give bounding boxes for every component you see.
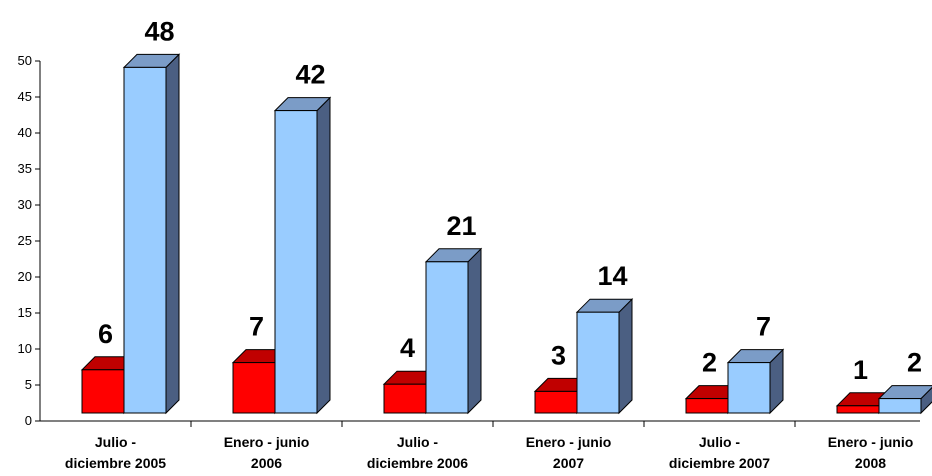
y-tick-label: 15 bbox=[18, 305, 32, 320]
x-category-label: Enero - junio bbox=[828, 434, 914, 450]
y-tick-label: 5 bbox=[25, 377, 32, 392]
bar bbox=[877, 385, 932, 415]
bar bbox=[122, 53, 181, 415]
bar-side bbox=[316, 96, 331, 415]
bar-front bbox=[576, 311, 620, 414]
bar-side bbox=[467, 247, 482, 415]
y-tick-label: 40 bbox=[18, 125, 32, 140]
bar-front bbox=[685, 398, 729, 414]
bar-front bbox=[727, 362, 771, 414]
x-category-label: 2008 bbox=[855, 455, 886, 471]
bar-front bbox=[836, 405, 880, 414]
x-category-label: Julio - bbox=[699, 434, 741, 450]
bar bbox=[424, 247, 483, 415]
bar-front bbox=[534, 390, 578, 414]
bar-front bbox=[383, 383, 427, 414]
data-label: 6 bbox=[98, 319, 113, 349]
bar bbox=[726, 348, 785, 415]
chart-axes: 0 5 10 15 20 25 30 35 40 45 50 bbox=[18, 53, 920, 428]
bar-front bbox=[232, 362, 276, 414]
x-category-label: diciembre 2007 bbox=[669, 455, 770, 471]
bar-side bbox=[165, 53, 180, 415]
bar bbox=[575, 297, 634, 415]
x-category-label: 2007 bbox=[553, 455, 584, 471]
data-label: 42 bbox=[295, 60, 325, 90]
y-tick-label: 45 bbox=[18, 89, 32, 104]
y-tick-label: 50 bbox=[18, 53, 32, 68]
x-category-label: Julio - bbox=[95, 434, 137, 450]
chart-bars bbox=[80, 53, 932, 415]
bar-front bbox=[81, 369, 125, 414]
data-label: 7 bbox=[756, 312, 771, 342]
x-category-label: Enero - junio bbox=[224, 434, 310, 450]
data-label: 14 bbox=[597, 261, 627, 291]
y-tick-label: 30 bbox=[18, 197, 32, 212]
bar-front bbox=[878, 398, 922, 414]
data-label: 2 bbox=[702, 348, 717, 378]
x-category-label: Enero - junio bbox=[526, 434, 612, 450]
bar-front bbox=[274, 110, 318, 414]
y-tick-label: 35 bbox=[18, 161, 32, 176]
bar-side bbox=[618, 297, 633, 415]
data-label: 1 bbox=[853, 355, 868, 385]
data-label: 48 bbox=[144, 16, 174, 46]
data-label: 3 bbox=[551, 340, 566, 370]
data-label: 4 bbox=[400, 333, 415, 363]
bar-front bbox=[425, 261, 469, 414]
x-category-label: diciembre 2006 bbox=[367, 455, 468, 471]
bar bbox=[273, 96, 332, 415]
x-category-label: 2006 bbox=[251, 455, 282, 471]
x-category-label: Julio - bbox=[397, 434, 439, 450]
bar-front bbox=[123, 66, 167, 414]
data-label: 21 bbox=[446, 211, 476, 241]
y-tick-label: 25 bbox=[18, 233, 32, 248]
data-label: 2 bbox=[907, 348, 922, 378]
y-tick-label: 20 bbox=[18, 269, 32, 284]
y-tick-label: 10 bbox=[18, 341, 32, 356]
data-label: 7 bbox=[249, 312, 264, 342]
x-category-label: diciembre 2005 bbox=[65, 455, 166, 471]
y-tick-label: 0 bbox=[25, 413, 32, 428]
